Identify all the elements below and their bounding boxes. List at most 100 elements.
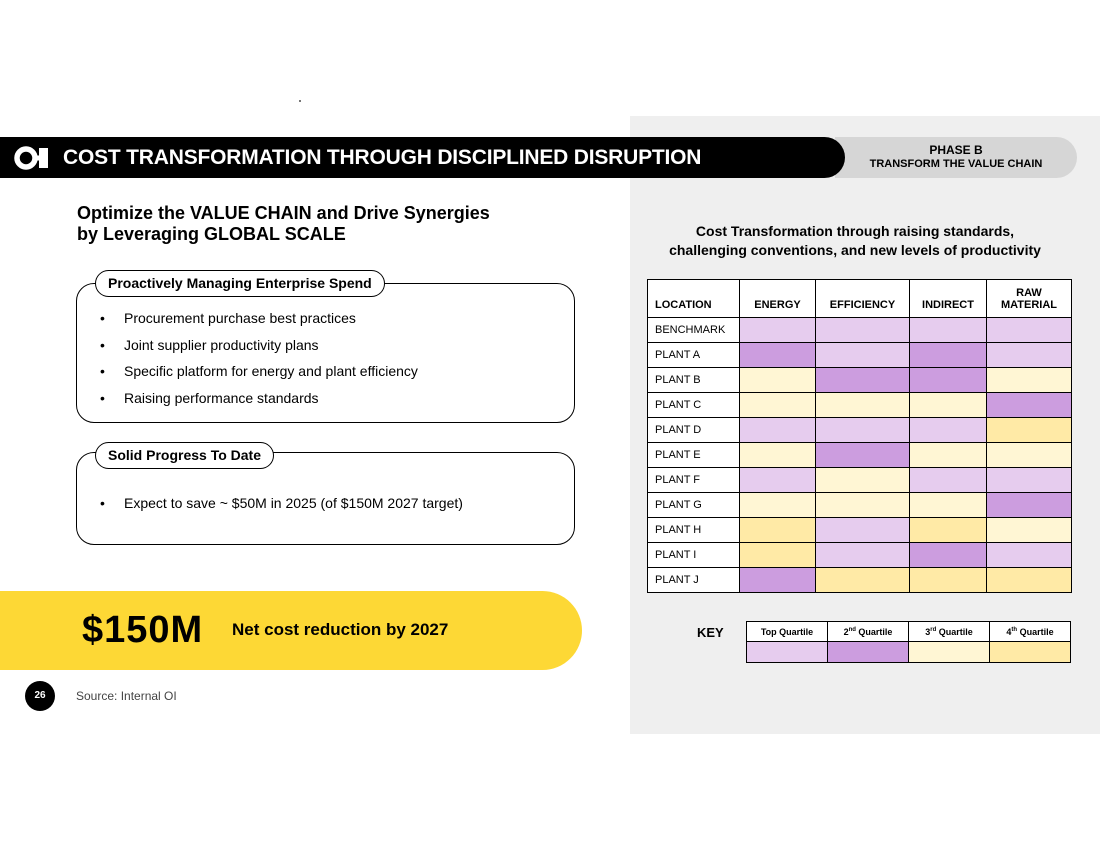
column-header-location: LOCATION — [647, 279, 740, 318]
heatmap-cell — [986, 517, 1072, 543]
key-entry-label: 4th Quartile — [989, 621, 1071, 642]
table-row: PLANT F — [647, 467, 1072, 493]
headline-line2: by Leveraging GLOBAL SCALE — [77, 224, 346, 244]
heatmap-cell — [909, 467, 987, 493]
phase-line2: TRANSFORM THE VALUE CHAIN — [869, 158, 1043, 170]
row-label: PLANT D — [647, 417, 740, 443]
heatmap-cell — [986, 342, 1072, 368]
heatmap-cell — [986, 492, 1072, 518]
spend-bullet-list: Procurement purchase best practices Join… — [100, 308, 418, 414]
key-entry-suffix: nd — [848, 626, 856, 633]
heatmap-cell — [815, 542, 910, 568]
row-label: PLANT A — [647, 342, 740, 368]
key-label-row: Top Quartile 2nd Quartile 3rd Quartile 4th … — [746, 621, 1071, 642]
key-label: KEY — [697, 625, 724, 640]
list-item: Joint supplier productivity plans — [100, 335, 418, 362]
heatmap-cell — [986, 442, 1072, 468]
heatmap-cell — [815, 317, 910, 343]
savings-banner — [0, 591, 582, 670]
key-entry-suffix: rd — [930, 626, 937, 633]
heatmap-cell — [909, 567, 987, 593]
heatmap-cell — [909, 492, 987, 518]
table-row: PLANT I — [647, 542, 1072, 568]
key-swatch — [989, 641, 1071, 663]
table-row: PLANT D — [647, 417, 1072, 443]
page-title: COST TRANSFORMATION THROUGH DISCIPLINED … — [63, 146, 702, 169]
key-swatch — [908, 641, 990, 663]
heatmap-cell — [909, 517, 987, 543]
raw-line2: MATERIAL — [1000, 299, 1057, 311]
key-entry-label: Top Quartile — [746, 621, 828, 642]
page-number: 26 — [25, 681, 55, 711]
source-note: Source: Internal OI — [76, 689, 177, 703]
heatmap-cell — [739, 542, 816, 568]
table-row: PLANT J — [647, 567, 1072, 593]
key-entry-label: 3rd Quartile — [908, 621, 990, 642]
heatmap-cell — [815, 392, 910, 418]
heatmap-cell — [815, 467, 910, 493]
list-item: Expect to save ~ $50M in 2025 (of $150M … — [100, 493, 463, 520]
headline-line1: Optimize the VALUE CHAIN and Drive Syner… — [77, 203, 490, 223]
heatmap-cell — [739, 517, 816, 543]
chart-title: Cost Transformation through raising stan… — [640, 222, 1070, 260]
title-bar: COST TRANSFORMATION THROUGH DISCIPLINED … — [0, 137, 845, 178]
key-entry-rest: Quartile — [936, 626, 973, 637]
heatmap-cell — [815, 492, 910, 518]
column-header-indirect: INDIRECT — [909, 279, 987, 318]
chart-title-line1: Cost Transformation through raising stan… — [695, 223, 1015, 239]
key-entry-rest: Quartile — [855, 626, 893, 637]
column-header-efficiency: EFFICIENCY — [815, 279, 910, 318]
raw-line1: RAW — [1016, 287, 1042, 299]
table-row: PLANT E — [647, 442, 1072, 468]
heatmap-cell — [909, 317, 987, 343]
key-entry-text: 3 — [925, 626, 931, 637]
table-row: PLANT H — [647, 517, 1072, 543]
key-entry-suffix: th — [1011, 626, 1018, 633]
row-label: BENCHMARK — [647, 317, 740, 343]
heatmap-cell — [909, 342, 987, 368]
heatmap-cell — [815, 367, 910, 393]
heatmap-cell — [986, 317, 1072, 343]
key-entry-rest: Quartile — [1017, 626, 1054, 637]
heatmap-cell — [739, 392, 816, 418]
quartile-heatmap: LOCATION ENERGY EFFICIENCY INDIRECT RAW … — [647, 279, 1072, 593]
table-row: PLANT B — [647, 367, 1072, 393]
row-label: PLANT B — [647, 367, 740, 393]
table-row: BENCHMARK — [647, 317, 1072, 343]
progress-box-label: Solid Progress To Date — [95, 442, 274, 469]
heatmap-cell — [739, 467, 816, 493]
heatmap-cell — [909, 392, 987, 418]
heatmap-cell — [739, 442, 816, 468]
heatmap-cell — [986, 367, 1072, 393]
list-item: Specific platform for energy and plant e… — [100, 361, 418, 388]
row-label: PLANT H — [647, 517, 740, 543]
row-label: PLANT F — [647, 467, 740, 493]
oi-logo-icon — [14, 146, 48, 170]
heatmap-cell — [739, 492, 816, 518]
heatmap-cell — [739, 567, 816, 593]
heatmap-cell — [739, 367, 816, 393]
heatmap-cell — [986, 542, 1072, 568]
stray-dot — [299, 100, 301, 102]
phase-line1: PHASE B — [929, 143, 983, 157]
heatmap-cell — [739, 417, 816, 443]
progress-bullet-list: Expect to save ~ $50M in 2025 (of $150M … — [100, 493, 463, 520]
heatmap-header-row: LOCATION ENERGY EFFICIENCY INDIRECT RAW … — [647, 279, 1072, 318]
row-label: PLANT J — [647, 567, 740, 593]
heatmap-cell — [986, 467, 1072, 493]
savings-amount: $150M — [82, 609, 204, 651]
heatmap-cell — [986, 567, 1072, 593]
phase-label: PHASE B TRANSFORM THE VALUE CHAIN — [845, 143, 1067, 171]
table-row: PLANT A — [647, 342, 1072, 368]
key-swatch — [827, 641, 909, 663]
heatmap-cell — [815, 342, 910, 368]
row-label: PLANT C — [647, 392, 740, 418]
heatmap-cell — [815, 417, 910, 443]
key-entry-text: Top Quartile — [760, 626, 814, 637]
list-item: Procurement purchase best practices — [100, 308, 418, 335]
list-item: Raising performance standards — [100, 388, 418, 415]
heatmap-cell — [739, 317, 816, 343]
key-swatch-row — [746, 641, 1071, 663]
headline: Optimize the VALUE CHAIN and Drive Syner… — [77, 203, 597, 245]
table-row: PLANT G — [647, 492, 1072, 518]
